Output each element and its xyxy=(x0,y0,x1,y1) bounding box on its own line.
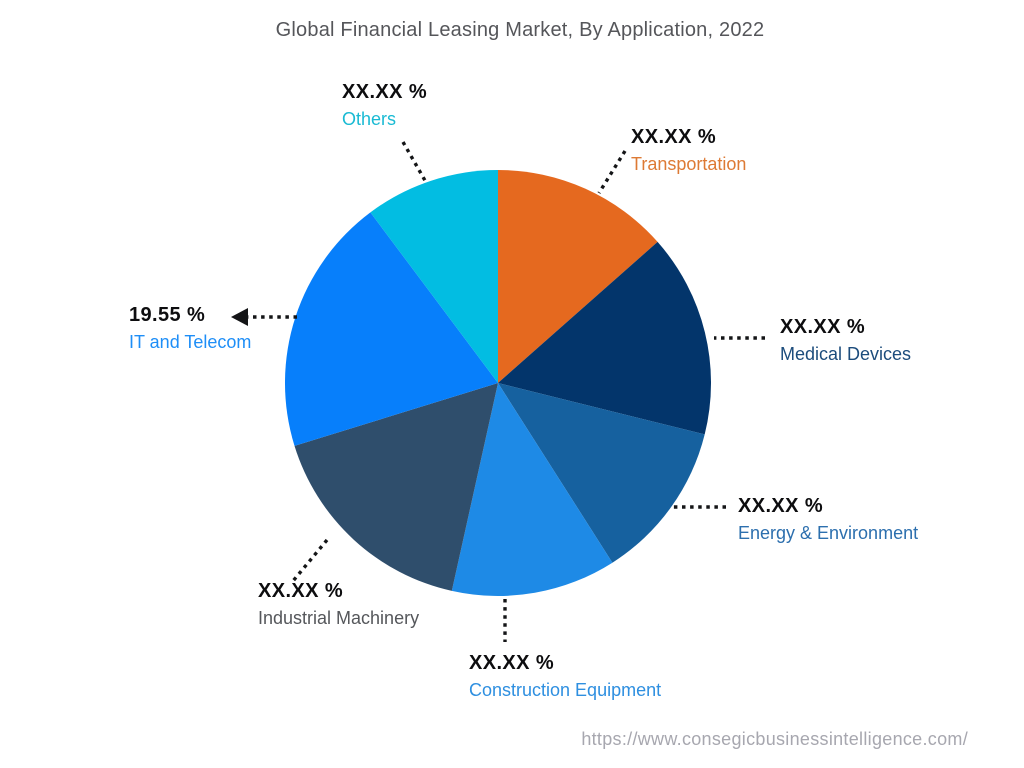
callout-value-medical-devices: XX.XX % xyxy=(780,316,866,338)
callout-value-industrial-machinery: XX.XX % xyxy=(258,580,344,602)
leader-line-industrial-machinery xyxy=(291,538,329,583)
callout-medical-devices: XX.XX % Medical Devices xyxy=(780,316,911,365)
pie-slice-industrial-machinery xyxy=(294,383,498,591)
callout-value-it-and-telecom: 19.55 % xyxy=(129,304,206,326)
callout-label-medical-devices: Medical Devices xyxy=(780,344,912,364)
callout-transportation: XX.XX % Transportation xyxy=(631,126,746,175)
arrowhead-it-telecom-icon xyxy=(231,308,248,326)
callout-construction-equipment: XX.XX % Construction Equipment xyxy=(469,652,661,701)
leader-lines xyxy=(231,141,765,642)
leader-line-transportation xyxy=(597,150,627,194)
callout-others: XX.XX % Others xyxy=(342,81,427,130)
pie-slice-transportation xyxy=(498,170,658,383)
pie-chart xyxy=(284,169,712,596)
callout-label-transportation: Transportation xyxy=(631,154,747,174)
leader-line-others xyxy=(401,141,429,185)
callout-label-construction-equipment: Construction Equipment xyxy=(469,680,662,700)
pie-slice-medical-devices xyxy=(498,241,712,435)
source-url: https://www.consegicbusinessintelligence… xyxy=(581,729,968,749)
callout-value-energy-environment: XX.XX % xyxy=(738,495,824,517)
callout-value-others: XX.XX % xyxy=(342,81,428,103)
callout-industrial-machinery: XX.XX % Industrial Machinery xyxy=(258,580,419,629)
callout-label-industrial-machinery: Industrial Machinery xyxy=(258,608,420,628)
pie-slice-construction-equipment xyxy=(451,383,613,596)
callout-value-construction-equipment: XX.XX % xyxy=(469,652,555,674)
callout-label-it-and-telecom: IT and Telecom xyxy=(129,332,252,352)
chart-title: Global Financial Leasing Market, By Appl… xyxy=(275,19,765,41)
callout-label-energy-environment: Energy & Environment xyxy=(738,523,919,543)
callout-label-others: Others xyxy=(342,109,397,129)
callout-it-and-telecom: 19.55 % IT and Telecom xyxy=(129,304,251,353)
pie-slice-energy-environment xyxy=(498,383,705,563)
callout-value-transportation: XX.XX % xyxy=(631,126,717,148)
pie-slice-it-and-telecom xyxy=(284,212,498,446)
pie-slice-others xyxy=(370,169,498,383)
callout-energy-environment: XX.XX % Energy & Environment xyxy=(738,495,918,544)
